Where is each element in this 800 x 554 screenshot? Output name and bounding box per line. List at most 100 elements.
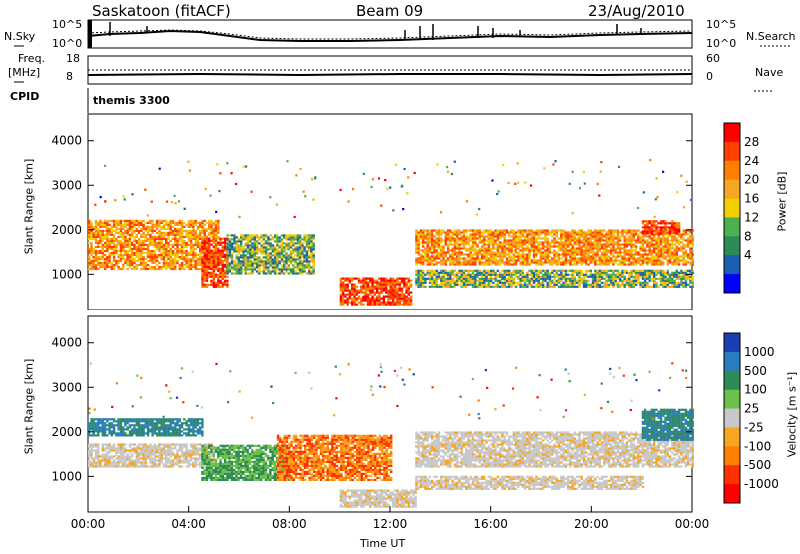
data-cell xyxy=(444,237,447,240)
data-cell xyxy=(480,263,484,266)
data-cell xyxy=(373,293,376,296)
data-cell xyxy=(126,253,129,257)
data-cell xyxy=(623,257,626,260)
data-cell xyxy=(632,271,635,274)
data-cell xyxy=(619,237,622,240)
data-cell xyxy=(308,244,311,247)
data-cell xyxy=(580,255,583,258)
data-cell xyxy=(555,283,558,286)
data-cell xyxy=(90,237,93,240)
data-cell xyxy=(569,257,572,260)
data-cell xyxy=(380,297,383,300)
data-cell xyxy=(176,247,179,251)
data-cell xyxy=(144,261,147,265)
data-cell xyxy=(400,293,404,296)
data-cell xyxy=(687,237,690,240)
data-cell xyxy=(485,255,488,258)
data-cell xyxy=(435,275,438,278)
data-cell xyxy=(192,223,195,226)
data-cell xyxy=(422,273,425,276)
data-cell xyxy=(122,223,125,226)
data-cell xyxy=(653,259,656,262)
data-cell xyxy=(691,239,694,242)
data-cell xyxy=(510,279,513,282)
data-cell xyxy=(537,251,540,254)
data-cell xyxy=(217,257,220,260)
data-cell xyxy=(271,260,275,263)
data-cell xyxy=(183,251,186,255)
data-cell xyxy=(237,266,241,269)
data-cell xyxy=(344,283,347,286)
data-cell xyxy=(274,272,277,275)
data-cell xyxy=(176,233,179,236)
data-cell xyxy=(598,271,601,274)
data-cell xyxy=(532,281,536,284)
data-cell xyxy=(612,269,615,272)
data-cell xyxy=(521,239,524,242)
data-cell xyxy=(103,253,107,257)
data-cell xyxy=(453,285,457,288)
data-cell xyxy=(474,229,477,232)
data-cell xyxy=(419,271,423,274)
data-cell xyxy=(171,219,175,222)
data-cell xyxy=(675,253,678,256)
data-cell xyxy=(99,233,102,236)
data-cell xyxy=(673,251,676,254)
data-cell xyxy=(446,233,450,236)
data-cell xyxy=(339,299,343,302)
data-cell xyxy=(591,257,595,260)
data-cell xyxy=(251,242,254,245)
data-cell xyxy=(462,233,466,236)
data-cell xyxy=(424,247,427,250)
data-cell xyxy=(446,285,450,288)
data-cell xyxy=(446,239,450,242)
data-cell xyxy=(499,231,502,234)
data-cell xyxy=(691,261,694,264)
data-cell xyxy=(94,251,98,255)
data-cell xyxy=(310,272,313,275)
data-cell xyxy=(214,265,218,268)
data-cell xyxy=(303,266,306,269)
data-cell xyxy=(128,229,132,232)
data-cell xyxy=(287,264,290,267)
data-cell xyxy=(492,285,495,288)
data-cell xyxy=(187,225,191,228)
data-cell xyxy=(278,256,281,259)
data-cell xyxy=(467,259,470,262)
data-cell xyxy=(632,283,635,286)
data-cell xyxy=(371,285,374,288)
data-cell xyxy=(228,266,232,269)
data-cell xyxy=(598,259,601,262)
data-cell xyxy=(419,229,423,232)
data-cell xyxy=(668,243,672,246)
data-cell xyxy=(426,271,429,274)
data-cell xyxy=(562,229,565,232)
data-cell xyxy=(455,229,459,232)
data-cell xyxy=(244,244,247,247)
data-cell xyxy=(400,289,404,292)
data-cell xyxy=(569,237,572,240)
data-cell xyxy=(115,227,118,230)
data-cell xyxy=(375,285,379,288)
data-cell xyxy=(422,269,425,272)
data-cell xyxy=(217,279,220,282)
data-cell xyxy=(258,262,261,265)
data-cell xyxy=(276,238,279,241)
data-cell xyxy=(223,281,227,284)
data-cell xyxy=(578,237,581,240)
data-cell xyxy=(614,257,617,260)
data-cell xyxy=(639,237,642,240)
data-cell xyxy=(212,265,215,268)
data-cell xyxy=(487,233,490,236)
data-cell xyxy=(519,281,522,284)
data-cell xyxy=(244,256,247,259)
data-cell xyxy=(553,243,556,246)
data-cell xyxy=(351,297,354,300)
data-cell xyxy=(650,245,654,248)
data-cell xyxy=(415,263,418,266)
data-cell xyxy=(610,269,613,272)
data-cell xyxy=(158,229,161,232)
data-cell xyxy=(364,281,367,284)
data-cell xyxy=(535,285,538,288)
data-cell xyxy=(214,263,218,266)
